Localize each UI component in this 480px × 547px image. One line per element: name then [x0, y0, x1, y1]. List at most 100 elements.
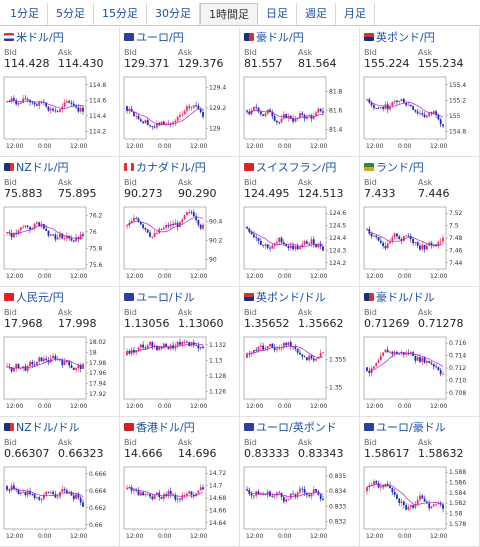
plot-area: [363, 336, 447, 400]
candle-body: [45, 102, 48, 107]
tab-5min[interactable]: 5分足: [48, 3, 94, 25]
plot-area: [123, 336, 207, 400]
candle-body: [382, 486, 385, 488]
pair-link[interactable]: ユーロ/ドル: [124, 289, 195, 305]
candle-body: [63, 361, 66, 366]
ask-value: 14.696: [178, 447, 217, 460]
candle-body: [255, 106, 258, 108]
candle-body: [197, 345, 200, 349]
rate-cell: NZドル/円 Bid Ask 75.883 75.895 76.2 76 75.8 75.6 12…: [0, 157, 120, 287]
flag-icon: [124, 293, 134, 301]
candlestick-chart[interactable]: 155.4 155.2 155 154.8 12:00 0:00 12:00: [362, 75, 476, 157]
candle-body: [322, 111, 324, 113]
pair-name[interactable]: ユーロ/英ポンド: [256, 421, 337, 434]
pair-name[interactable]: 英ポンド/ドル: [256, 291, 326, 304]
pair-name[interactable]: スイスフラン/円: [256, 161, 337, 174]
candle-body: [24, 366, 27, 371]
pair-name[interactable]: NZドル/円: [16, 161, 69, 174]
candle-body: [190, 211, 193, 213]
pair-name[interactable]: ユーロ/豪ドル: [376, 421, 446, 434]
pair-name[interactable]: NZドル/ドル: [16, 421, 80, 434]
pair-link[interactable]: 豪ドル/円: [244, 29, 304, 45]
candle-body: [15, 364, 18, 369]
pair-link[interactable]: ランド/円: [364, 159, 424, 175]
flag-icon: [244, 33, 254, 41]
y-tick-label: 1.355: [329, 357, 346, 364]
pair-name[interactable]: 人民元/円: [16, 291, 64, 304]
candle-body: [165, 224, 168, 228]
candle-body: [296, 246, 299, 250]
pair-name[interactable]: ユーロ/円: [136, 31, 184, 44]
candle-body: [299, 488, 301, 493]
pair-name[interactable]: 豪ドル/円: [256, 31, 304, 44]
pair-link[interactable]: ユーロ/英ポンド: [244, 419, 337, 435]
candle-body: [52, 491, 54, 495]
pair-link[interactable]: 人民元/円: [4, 289, 64, 305]
candlestick-chart[interactable]: 129.4 129.2 129 12:00 0:00 12:00: [122, 75, 236, 157]
ask-label: Ask: [418, 308, 433, 317]
pair-link[interactable]: ユーロ/円: [124, 29, 184, 45]
pair-link[interactable]: NZドル/円: [4, 159, 68, 175]
candlestick-chart[interactable]: 0.835 0.834 0.833 0.832 12:00 0:00 12:00: [242, 465, 356, 547]
pair-link[interactable]: NZドル/ドル: [4, 419, 79, 435]
pair-link[interactable]: スイスフラン/円: [244, 159, 336, 175]
candle-body: [33, 494, 36, 499]
candle-body: [266, 491, 269, 495]
candle-body: [162, 494, 165, 499]
pair-link[interactable]: 豪ドル/ドル: [364, 289, 435, 305]
pair-link[interactable]: カナダドル/円: [124, 159, 206, 175]
flag-icon: [244, 293, 254, 301]
tab-15min[interactable]: 15分足: [94, 3, 147, 25]
candlestick-chart[interactable]: 81.8 81.6 81.4 12:00 0:00 12:00: [242, 75, 356, 157]
tab-30min[interactable]: 30分足: [147, 3, 200, 25]
y-tick-label: 154.8: [449, 128, 466, 135]
tab-daily[interactable]: 日足: [258, 3, 297, 25]
candle-body: [56, 237, 59, 240]
pair-name[interactable]: 英ポンド/円: [376, 31, 435, 44]
tab-weekly[interactable]: 週足: [297, 3, 336, 25]
candle-body: [301, 244, 304, 248]
candlestick-chart[interactable]: 1.355 1.35 12:00 0:00 12:00: [242, 335, 356, 417]
tab-monthly[interactable]: 月足: [336, 3, 375, 25]
ask-label: Ask: [58, 178, 73, 187]
candlestick-chart[interactable]: 114.8 114.6 114.4 114.2 12:00 0:00 12:00: [2, 75, 116, 157]
tab-1hour[interactable]: 1時間足: [200, 3, 258, 25]
candle-body: [26, 366, 29, 371]
pair-name[interactable]: 豪ドル/ドル: [376, 291, 435, 304]
y-tick-label: 124.3: [329, 247, 346, 254]
y-tick-label: 0.664: [89, 488, 106, 495]
candle-body: [54, 234, 57, 240]
pair-link[interactable]: 英ポンド/円: [364, 29, 435, 45]
y-tick-label: 129.2: [209, 105, 226, 112]
candle-body: [402, 501, 405, 506]
candle-body: [421, 495, 424, 499]
pair-name[interactable]: 米ドル/円: [16, 31, 64, 44]
plot-area: [243, 466, 327, 530]
y-tick-label: 0.666: [89, 471, 106, 478]
pair-name[interactable]: ランド/円: [376, 161, 424, 174]
candle-body: [29, 226, 31, 230]
candlestick-chart[interactable]: 1.132 1.13 1.128 1.126 12:00 0:00 12:00: [122, 335, 236, 417]
pair-link[interactable]: 英ポンド/ドル: [244, 289, 326, 305]
pair-name[interactable]: ユーロ/ドル: [136, 291, 195, 304]
candle-body: [402, 352, 405, 355]
y-tick-label: 1.132: [209, 342, 226, 349]
ask-label: Ask: [58, 48, 73, 57]
y-tick-label: 7.52: [449, 210, 463, 217]
pair-name[interactable]: カナダドル/円: [136, 161, 206, 174]
candle-body: [72, 495, 75, 500]
candlestick-chart[interactable]: 90.4 90.2 90 12:00 0:00 12:00: [122, 205, 236, 287]
pair-name[interactable]: 香港ドル/円: [136, 421, 195, 434]
pair-link[interactable]: 香港ドル/円: [124, 419, 195, 435]
pair-link[interactable]: ユーロ/豪ドル: [364, 419, 446, 435]
tab-1min[interactable]: 1分足: [2, 3, 48, 25]
pair-link[interactable]: 米ドル/円: [4, 29, 64, 45]
